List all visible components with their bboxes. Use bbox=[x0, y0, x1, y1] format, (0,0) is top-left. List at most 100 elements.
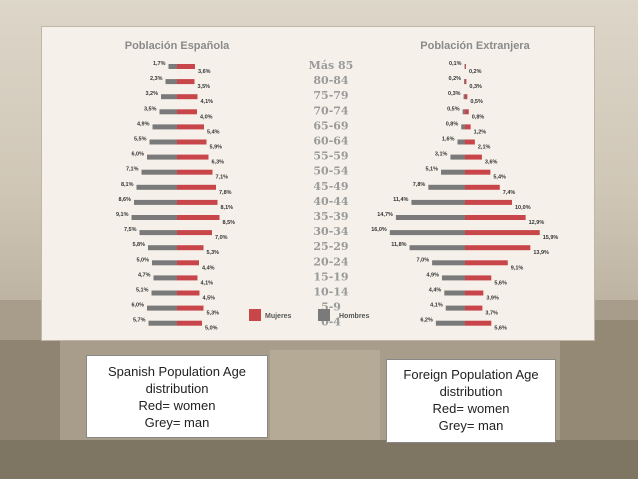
data-label-women: 3,9% bbox=[486, 296, 499, 302]
data-label-women: 7,1% bbox=[216, 175, 229, 181]
bar-women bbox=[177, 199, 218, 205]
caption-line: distribution bbox=[145, 381, 209, 396]
data-label-women: 5,6% bbox=[494, 326, 507, 332]
bar-women bbox=[177, 230, 212, 236]
caption-line: Spanish Population Age bbox=[107, 364, 247, 379]
caption-foreign: Foreign Population Age distribution Red=… bbox=[386, 359, 556, 443]
bar-women bbox=[465, 94, 468, 100]
caption-line: Red= women bbox=[138, 398, 216, 413]
data-label-men: 1,6% bbox=[442, 137, 455, 143]
age-label: 60-64 bbox=[313, 135, 349, 148]
bar-women bbox=[465, 154, 482, 160]
bar-women bbox=[465, 139, 475, 145]
bar-men bbox=[153, 275, 177, 281]
data-label-women: 12,9% bbox=[529, 220, 545, 226]
bar-men bbox=[444, 290, 465, 296]
data-label-women: 5,4% bbox=[207, 129, 220, 135]
data-label-men: 11,4% bbox=[393, 197, 408, 203]
data-label-men: 11,8% bbox=[391, 242, 406, 248]
bar-men bbox=[457, 139, 465, 145]
bar-women bbox=[465, 320, 492, 326]
data-label-women: 3,5% bbox=[198, 84, 211, 90]
chart-panel: Población Española 1,7% 3,6% 2,3% 3,5% 3,2% 4,… bbox=[41, 26, 595, 341]
age-label: 65-69 bbox=[313, 119, 348, 132]
bar-men bbox=[148, 245, 177, 251]
bar-men bbox=[152, 260, 177, 266]
bar-women bbox=[465, 305, 483, 311]
bar-men bbox=[147, 154, 177, 160]
bar-men bbox=[149, 139, 177, 145]
bar-women bbox=[465, 124, 471, 130]
bar-women bbox=[465, 290, 484, 296]
data-label-men: 16,0% bbox=[371, 227, 387, 233]
population-pyramids: Población Española 1,7% 3,6% 2,3% 3,5% 3,2% 4,… bbox=[116, 40, 559, 332]
data-label-women: 10,0% bbox=[515, 205, 531, 211]
bar-women bbox=[465, 79, 467, 85]
bar-women bbox=[177, 320, 202, 326]
age-label: Más 85 bbox=[309, 59, 354, 72]
bar-men bbox=[461, 124, 465, 130]
data-label-men: 8,6% bbox=[118, 197, 131, 203]
data-label-men: 1,7% bbox=[153, 61, 166, 67]
chart-title: Población Extranjera bbox=[420, 40, 530, 52]
bar-women bbox=[465, 169, 491, 175]
bar-women bbox=[177, 290, 200, 296]
data-label-women: 4,4% bbox=[202, 265, 215, 271]
data-label-women: 5,3% bbox=[207, 250, 220, 256]
data-label-men: 4,9% bbox=[426, 272, 439, 278]
bar-men bbox=[139, 230, 177, 236]
bar-women bbox=[177, 215, 220, 220]
bar-women bbox=[177, 275, 198, 281]
data-label-women: 8,1% bbox=[221, 205, 234, 211]
bar-women bbox=[465, 260, 508, 266]
bar-men bbox=[445, 305, 465, 311]
bar-men bbox=[450, 154, 465, 160]
data-label-men: 6,2% bbox=[420, 318, 433, 324]
legend-label-men: Hombres bbox=[339, 313, 369, 320]
data-label-women: 8,5% bbox=[223, 220, 236, 226]
caption-line: Red= women bbox=[432, 401, 510, 416]
data-label-men: 3,1% bbox=[435, 152, 448, 158]
data-label-women: 4,1% bbox=[201, 99, 214, 105]
data-label-men: 5,8% bbox=[132, 242, 145, 248]
age-label: 25-29 bbox=[313, 240, 348, 253]
bar-men bbox=[134, 199, 177, 205]
bar-men bbox=[168, 64, 177, 69]
bar-men bbox=[159, 109, 177, 115]
age-label: 40-44 bbox=[313, 195, 349, 208]
age-label: 80-84 bbox=[313, 74, 349, 87]
bar-men bbox=[136, 184, 177, 190]
age-label: 45-49 bbox=[313, 180, 348, 193]
bar-women bbox=[177, 305, 204, 311]
bar-women bbox=[465, 230, 540, 236]
bar-women bbox=[177, 124, 204, 130]
bar-men bbox=[395, 215, 465, 220]
bar-men bbox=[462, 109, 465, 115]
data-label-men: 14,7% bbox=[377, 212, 393, 218]
data-label-men: 5,5% bbox=[134, 137, 147, 143]
bar-women bbox=[177, 79, 195, 85]
bar-women bbox=[465, 109, 469, 115]
data-label-women: 3,7% bbox=[485, 311, 498, 317]
age-label: 35-39 bbox=[313, 210, 348, 223]
data-label-women: 15,9% bbox=[543, 235, 559, 241]
bar-men bbox=[409, 245, 465, 251]
data-label-men: 2,3% bbox=[150, 76, 163, 82]
age-label: 30-34 bbox=[313, 225, 349, 238]
bar-women bbox=[465, 275, 492, 281]
data-label-men: 8,1% bbox=[121, 182, 134, 188]
data-label-men: 5,1% bbox=[136, 288, 149, 294]
bar-men bbox=[432, 260, 465, 266]
bar-women bbox=[465, 199, 512, 205]
bar-women bbox=[177, 109, 197, 115]
data-label-women: 7,0% bbox=[215, 235, 228, 241]
data-label-women: 13,9% bbox=[533, 250, 549, 256]
bar-men bbox=[441, 169, 465, 175]
data-label-women: 0,3% bbox=[469, 84, 482, 90]
data-label-women: 5,6% bbox=[494, 280, 507, 286]
bar-men bbox=[141, 169, 177, 175]
legend-swatch-women bbox=[249, 309, 261, 321]
caption-line: Grey= man bbox=[144, 415, 210, 430]
data-label-men: 0,3% bbox=[448, 91, 461, 97]
data-label-men: 3,2% bbox=[145, 91, 158, 97]
